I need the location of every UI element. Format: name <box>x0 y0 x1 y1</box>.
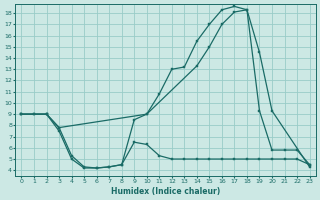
X-axis label: Humidex (Indice chaleur): Humidex (Indice chaleur) <box>111 187 220 196</box>
